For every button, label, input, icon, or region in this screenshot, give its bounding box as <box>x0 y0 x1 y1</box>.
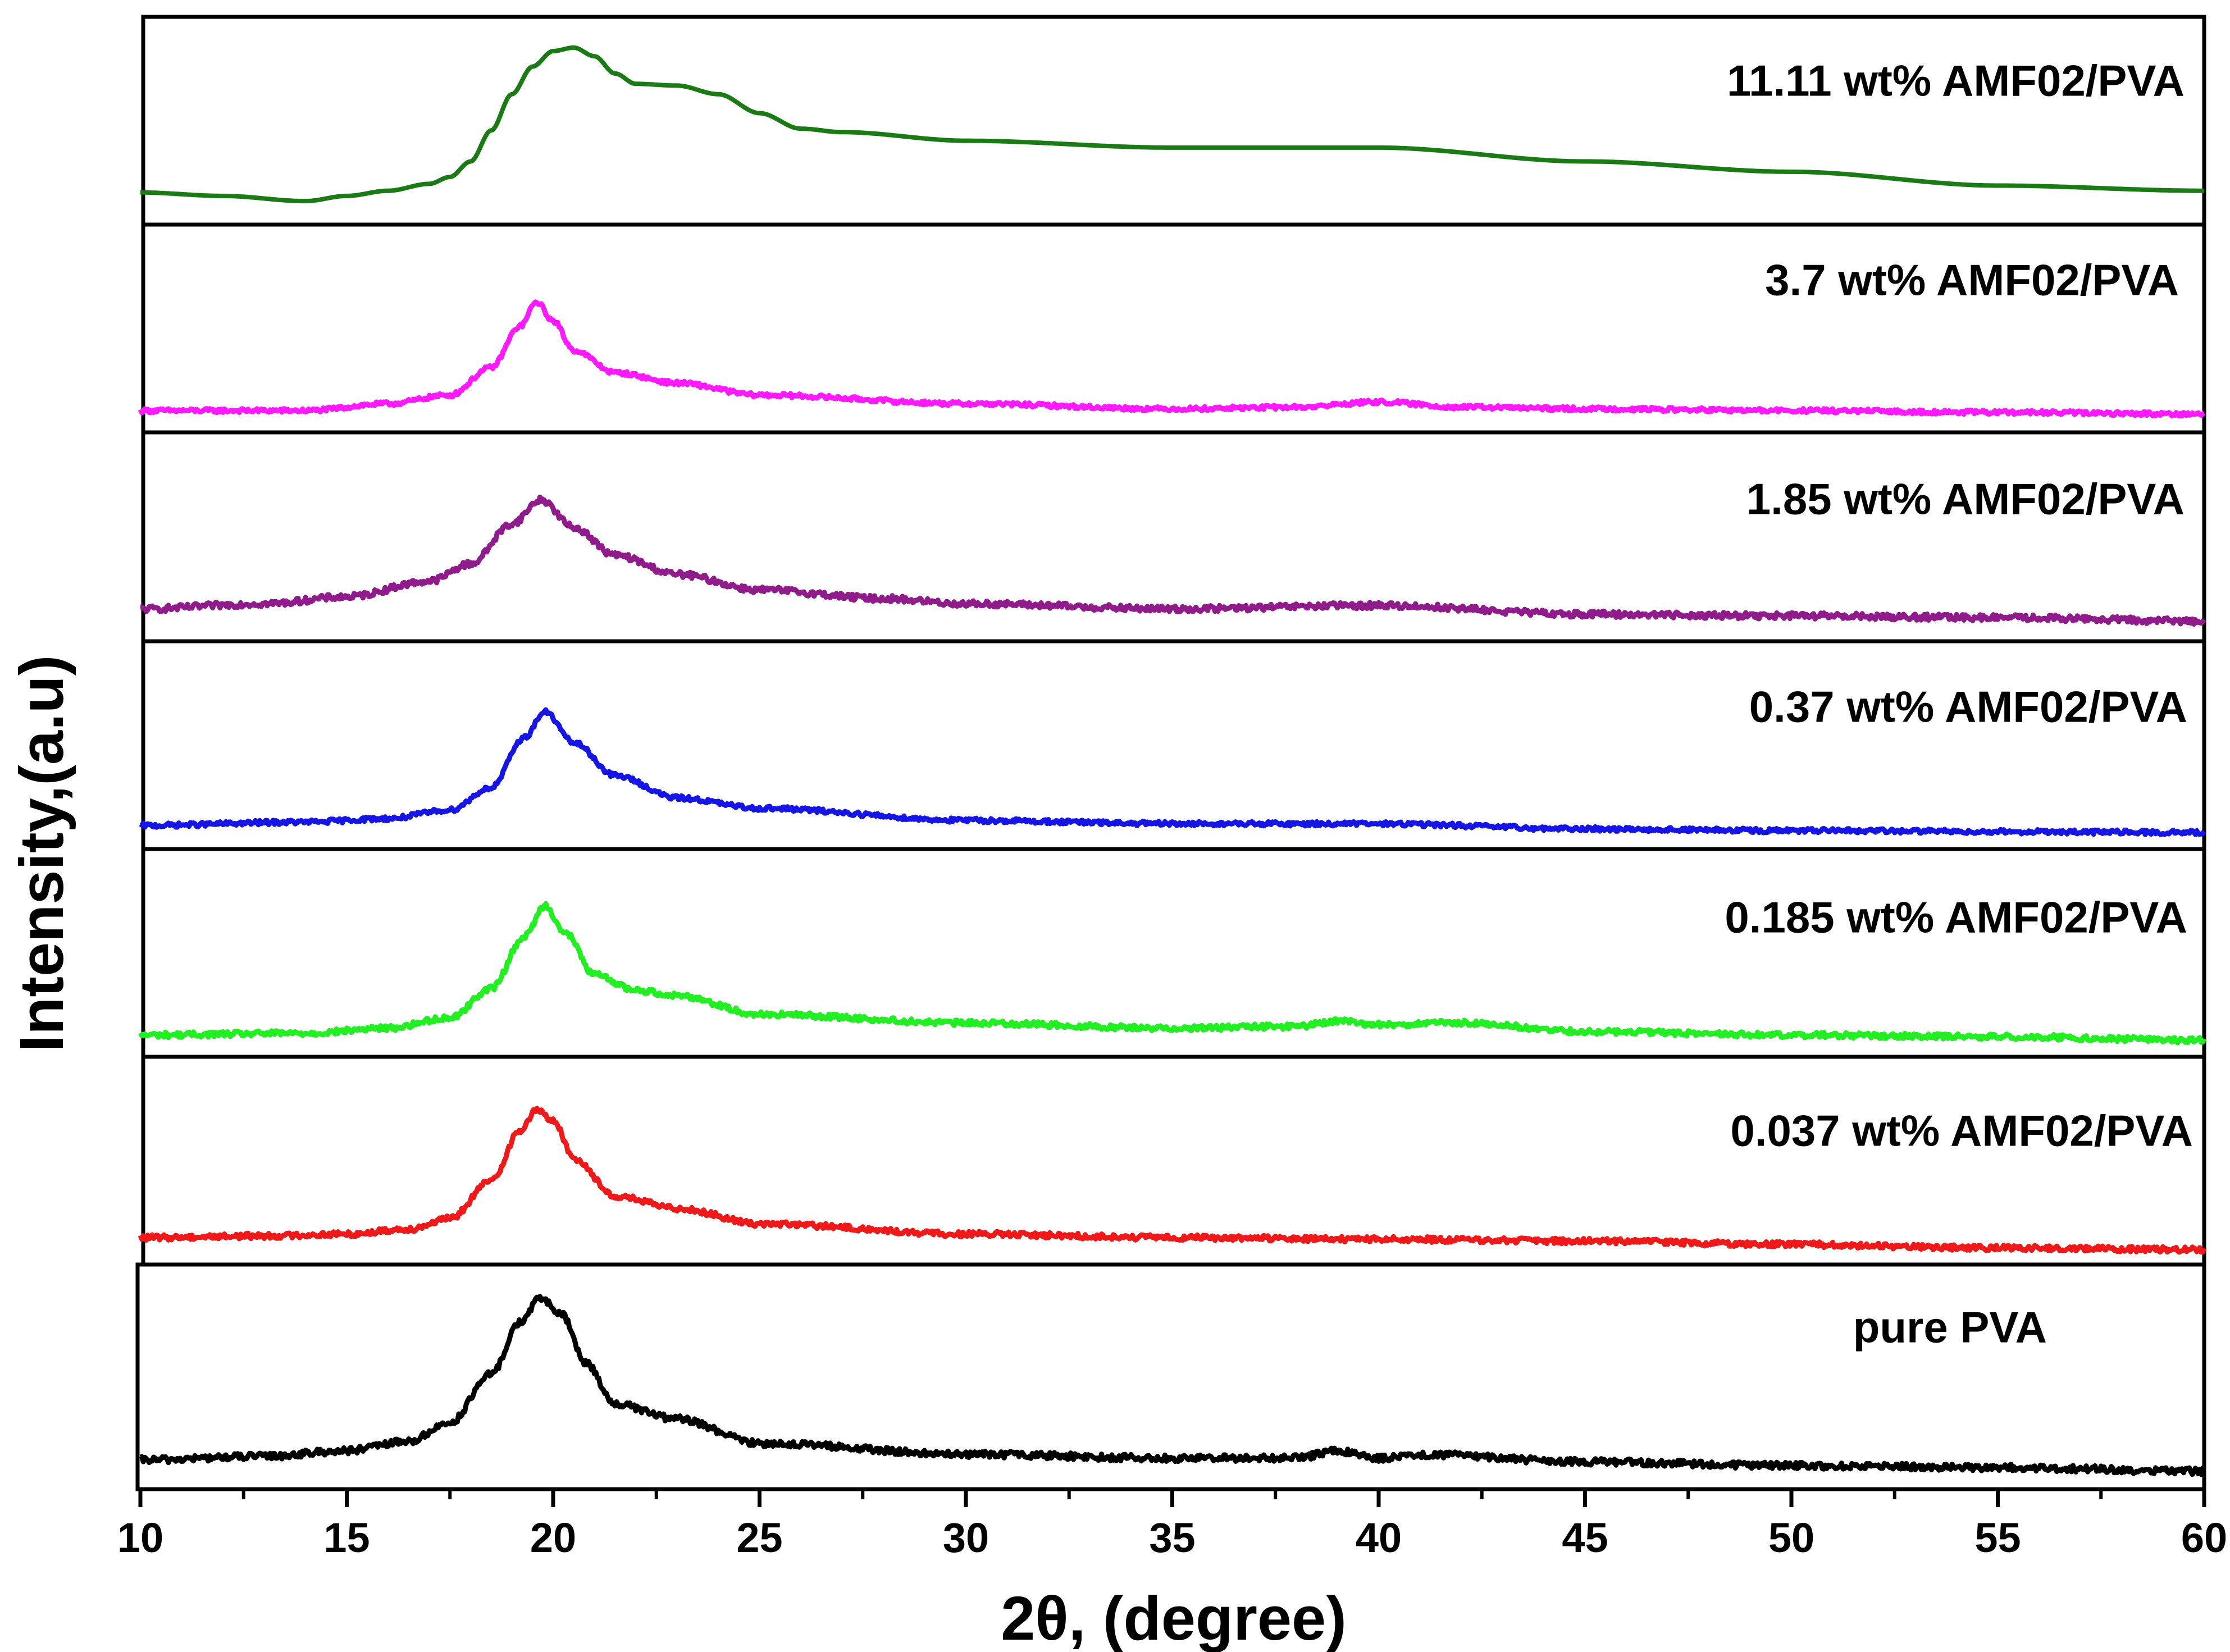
series-label: pure PVA <box>1853 1303 2047 1352</box>
series-label: 11.11 wt% AMF02/PVA <box>1727 56 2185 106</box>
series-label: 0.037 wt% AMF02/PVA <box>1730 1106 2193 1156</box>
panel-frame <box>141 15 2206 227</box>
series-line <box>139 45 2205 204</box>
x-tick-label: 10 <box>117 1514 163 1561</box>
panel-1: 11.11 wt% AMF02/PVA <box>139 15 2206 227</box>
series-line <box>139 707 2206 837</box>
x-tick-label: 45 <box>1562 1514 1608 1561</box>
x-tick-label: 55 <box>1974 1514 2021 1561</box>
x-tick-label: 15 <box>323 1514 370 1561</box>
x-axis: 10 15 20 25 30 35 40 45 50 55 60 <box>117 1489 2227 1561</box>
panel-4: 0.37 wt% AMF02/PVA <box>139 639 2206 851</box>
series-line <box>139 1294 2206 1477</box>
x-axis-title: 2θ, (degree) <box>1001 1584 1347 1652</box>
x-tick-label: 25 <box>736 1514 782 1561</box>
x-tick-label: 60 <box>2181 1514 2227 1561</box>
series-line <box>138 299 2206 419</box>
panel-frame <box>141 639 2206 851</box>
x-tick-label: 35 <box>1149 1514 1195 1561</box>
panel-5: 0.185 wt% AMF02/PVA <box>138 847 2207 1059</box>
series-label: 3.7 wt% AMF02/PVA <box>1765 255 2179 305</box>
y-axis-title: Intensity,(a.u) <box>7 655 76 1052</box>
panel-6: 0.037 wt% AMF02/PVA <box>138 1055 2207 1267</box>
x-tick-label: 30 <box>943 1514 989 1561</box>
panel-2: 3.7 wt% AMF02/PVA <box>138 222 2206 435</box>
x-tick-label: 20 <box>530 1514 576 1561</box>
series-line <box>138 901 2207 1046</box>
series-label: 0.37 wt% AMF02/PVA <box>1749 682 2187 732</box>
panels: 11.11 wt% AMF02/PVA 3.7 wt% AMF02/PVA 1.85… <box>135 15 2207 1491</box>
panel-7: pure PVA <box>135 1262 2206 1491</box>
x-tick-label: 40 <box>1356 1514 1402 1561</box>
panel-3: 1.85 wt% AMF02/PVA <box>139 430 2206 644</box>
x-tick-label: 50 <box>1768 1514 1814 1561</box>
series-line <box>138 1106 2207 1255</box>
series-line <box>139 494 2206 627</box>
panel-frame <box>141 1055 2206 1267</box>
series-label: 0.185 wt% AMF02/PVA <box>1725 893 2187 942</box>
series-label: 1.85 wt% AMF02/PVA <box>1746 474 2185 524</box>
